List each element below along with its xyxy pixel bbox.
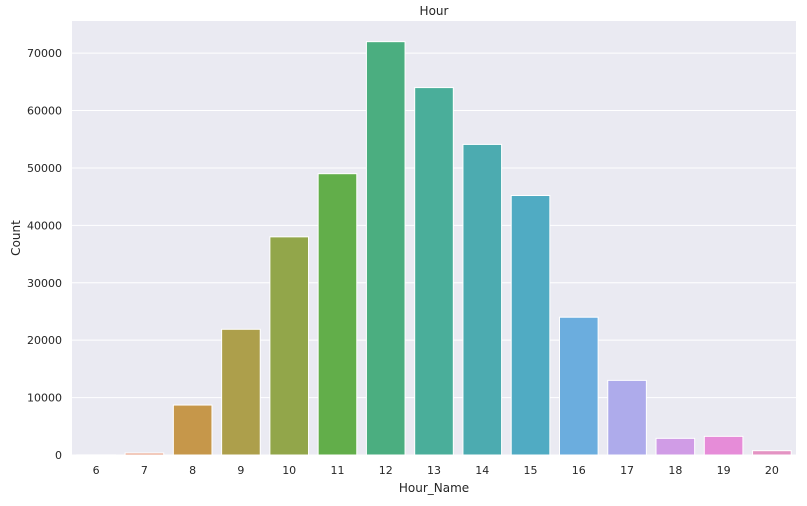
x-tick-label: 10 [282,464,296,477]
y-axis-label: Count [9,220,23,256]
bar-hour-14 [462,143,503,456]
x-tick-label: 15 [524,464,538,477]
y-tick-label: 40000 [27,219,62,232]
y-tick-label: 60000 [27,105,62,118]
bar-hour-20 [752,450,792,456]
bar-hour-12 [365,41,406,456]
x-tick-label: 11 [330,464,344,477]
y-axis-ticks: 0 10000 20000 30000 40000 50000 60000 70000 [27,47,62,462]
bar-hour-11 [317,173,358,456]
bar-hour-8 [172,404,213,456]
bar-hour-15 [510,195,551,456]
y-tick-label: 10000 [27,392,62,405]
y-tick-label: 20000 [27,334,62,347]
chart-title: Hour [420,4,449,18]
x-tick-label: 14 [475,464,489,477]
x-tick-label: 18 [668,464,682,477]
x-tick-label: 13 [427,464,441,477]
x-tick-label: 16 [572,464,586,477]
y-tick-label: 30000 [27,277,62,290]
x-tick-label: 8 [189,464,196,477]
x-tick-label: 20 [765,464,779,477]
bar-hour-19 [703,435,744,456]
x-tick-label: 19 [717,464,731,477]
x-tick-label: 17 [620,464,634,477]
y-tick-label: 0 [55,449,62,462]
bars [76,41,792,456]
bar-hour-17 [607,379,647,456]
x-tick-label: 7 [141,464,148,477]
y-tick-label: 70000 [27,47,62,60]
bar-hour-13 [414,87,454,456]
x-tick-label: 9 [237,464,244,477]
x-axis-ticks: 6 7 8 9 10 11 12 13 14 15 16 17 18 19 20 [93,464,779,477]
x-tick-label: 6 [93,464,100,477]
bar-hour-10 [269,236,310,456]
bar-hour-18 [655,437,696,456]
bar-hour-7 [124,452,165,456]
x-tick-label: 12 [379,464,393,477]
bar-hour-16 [558,316,599,456]
y-tick-label: 50000 [27,162,62,175]
x-axis-label: Hour_Name [399,481,469,495]
bar-hour-9 [221,328,261,456]
